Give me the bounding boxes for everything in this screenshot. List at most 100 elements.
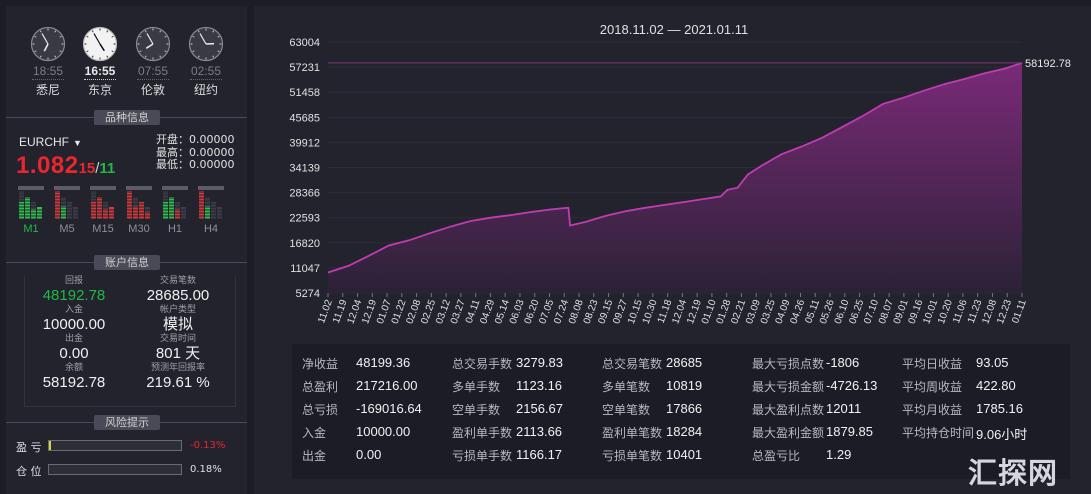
clock-hour-hand xyxy=(99,43,105,52)
low-row: 最低：0.00000 xyxy=(156,158,235,172)
stat-value: 1123.16 xyxy=(516,378,563,393)
stats-row: 净收益 48199.36 总交易手数 3279.83 总交易笔数 28685 最大亏损点数 -… xyxy=(292,352,1070,375)
clock-city: 悉尼 xyxy=(35,83,60,97)
signal-bars-icon xyxy=(18,186,44,220)
timeframe-signal-m5[interactable] xyxy=(54,186,80,224)
clock-minute-hand xyxy=(199,33,207,45)
stat-label: 入金 xyxy=(302,426,327,440)
stat-value: 93.05 xyxy=(976,355,1009,370)
timeframe-signal-h4[interactable] xyxy=(198,186,224,224)
open-row: 开盘：0.00000 xyxy=(156,133,235,147)
timeframe-label-m1[interactable]: M1 xyxy=(23,223,39,235)
y-tick-label: 39912 xyxy=(289,137,320,149)
clock-hour-hand xyxy=(145,43,154,49)
account-balance: 余额 58192.78 xyxy=(24,363,124,391)
high-row: 最高：0.00000 xyxy=(156,145,235,160)
clock-face-icon xyxy=(30,26,66,62)
section-title-account: 账户信息 xyxy=(94,255,160,270)
clock-face-icon xyxy=(135,26,171,62)
stat-label: 总交易手数 xyxy=(452,357,513,371)
section-title-symbol: 品种信息 xyxy=(94,110,160,125)
stat-value: 48199.36 xyxy=(356,355,411,370)
symbol-selector[interactable]: EURCHF ▼ xyxy=(19,135,82,149)
high-value: 0.00000 xyxy=(189,145,235,159)
equity-line xyxy=(327,62,1023,274)
stat-value: 10000.00 xyxy=(356,424,411,439)
account-profit-value: 48192.78 xyxy=(42,287,106,304)
symbol-name: EURCHF xyxy=(19,135,69,149)
clock-tokyo: 16:55 东京 xyxy=(80,26,120,98)
account-withdraw-label: 出金 xyxy=(64,334,83,344)
stat-label: 最大亏损金额 xyxy=(752,380,825,394)
account-annual-label: 预测年回报率 xyxy=(150,363,205,373)
clock-city: 东京 xyxy=(87,83,112,97)
account-balance-value: 58192.78 xyxy=(42,374,106,391)
timeframe-label-h1[interactable]: H1 xyxy=(167,223,183,235)
account-withdraw-value: 0.00 xyxy=(59,345,89,362)
timeframe-label-m5[interactable]: M5 xyxy=(59,223,75,235)
stat-label: 出金 xyxy=(302,449,327,463)
stat-label: 总盈利 xyxy=(302,380,339,394)
stat-value: 3279.83 xyxy=(516,355,563,370)
stat-value: 2156.67 xyxy=(516,401,563,416)
stat-value: -169016.64 xyxy=(356,401,422,416)
y-tick-label: 51458 xyxy=(289,87,320,99)
account-frame xyxy=(24,276,236,407)
stat-value: 12011 xyxy=(826,401,862,416)
stat-label: 总亏损 xyxy=(302,403,339,417)
clock-time: 18:55 xyxy=(32,64,64,78)
stat-value: 422.80 xyxy=(976,378,1016,393)
clock-time: 02:55 xyxy=(190,64,222,78)
chart-title: 2018.11.02 — 2021.01.11 xyxy=(600,22,748,37)
stats-row: 入金 10000.00 盈利单手数 2113.66 盈利单笔数 18284 最大盈利金额 18… xyxy=(292,421,1070,444)
stat-value: -1806 xyxy=(826,355,860,370)
clock-time: 16:55 xyxy=(84,64,116,78)
account-type-value: 模拟 xyxy=(162,316,193,333)
low-value: 0.00000 xyxy=(189,158,235,171)
clock-face-icon xyxy=(82,26,118,62)
high-label: 最高： xyxy=(156,145,189,159)
timeframe-label-m15[interactable]: M15 xyxy=(92,223,114,235)
y-tick-label: 22593 xyxy=(289,213,320,225)
account-trades-value: 28685.00 xyxy=(146,287,210,304)
y-tick-label: 28366 xyxy=(289,188,320,200)
right-panel: 2018.11.02 — 2021.01.11 63004 57231 51458 45… xyxy=(254,6,1091,494)
timeframe-label-h4[interactable]: H4 xyxy=(203,223,219,235)
stat-value: 0.00 xyxy=(356,447,382,462)
stat-value: 1166.17 xyxy=(516,447,563,462)
timeframe-signal-m1[interactable] xyxy=(18,186,44,224)
clock-divider xyxy=(84,79,116,80)
clock-face-icon xyxy=(188,26,224,62)
y-tick-label: 5274 xyxy=(296,288,320,300)
stat-label: 盈利单笔数 xyxy=(602,426,663,440)
timeframe-signal-h1[interactable] xyxy=(162,186,188,224)
stat-label: 亏损单手数 xyxy=(452,449,513,463)
risk-pl-fill xyxy=(49,441,51,450)
stat-value: 17866 xyxy=(666,401,703,416)
risk-position-value: 0.18% xyxy=(190,464,222,475)
timeframe-signal-m15[interactable] xyxy=(90,186,116,224)
stats-row: 总亏损 -169016.64 空单手数 2156.67 空单笔数 17866 最大盈利点数 1… xyxy=(292,398,1070,421)
clock-city: 纽约 xyxy=(193,83,218,97)
risk-pl-bar xyxy=(48,440,182,451)
low-label: 最低： xyxy=(156,158,189,171)
clock-divider xyxy=(137,79,169,80)
stat-label: 盈利单手数 xyxy=(452,426,513,440)
y-tick-label: 16820 xyxy=(289,238,320,250)
y-tick-label: 57231 xyxy=(289,62,320,74)
price-main: 1.082 xyxy=(16,152,79,179)
open-value: 0.00000 xyxy=(189,133,235,146)
stat-label: 总交易笔数 xyxy=(602,357,663,371)
account-withdraw: 出金 0.00 xyxy=(24,334,124,362)
equity-chart: 2018.11.02 — 2021.01.11 63004 57231 51458 45… xyxy=(289,22,1070,326)
stat-value: 1879.85 xyxy=(826,424,873,439)
stat-label: 多单手数 xyxy=(452,380,501,394)
signal-bars-icon xyxy=(54,186,80,220)
risk-position-bar xyxy=(48,464,182,475)
account-trades-label: 交易笔数 xyxy=(159,276,196,286)
price-display: 1.08215/11 xyxy=(16,152,115,180)
account-type: 帐户类型 模拟 xyxy=(128,305,228,333)
timeframe-label-m30[interactable]: M30 xyxy=(128,223,150,235)
timeframe-signal-m30[interactable] xyxy=(126,186,152,224)
